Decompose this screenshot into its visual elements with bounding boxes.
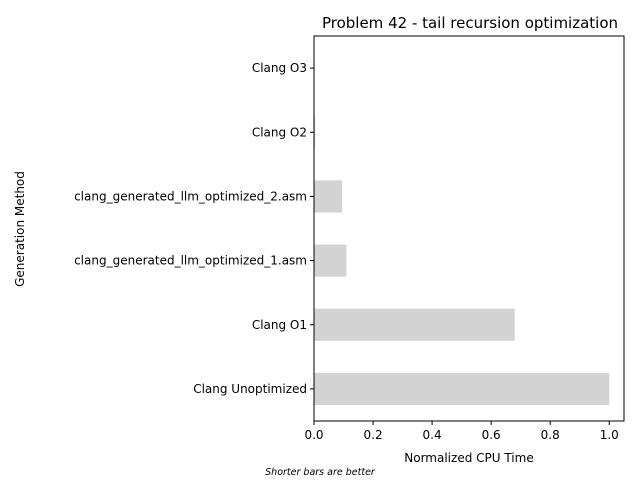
y-tick-label: Clang Unoptimized [193,382,307,396]
y-tick-label: Clang O3 [252,61,307,75]
x-tick-label: 0.8 [541,428,560,442]
x-tick-label: 0.0 [304,428,323,442]
plot-frame [313,35,625,422]
y-tick-label: clang_generated_llm_optimized_1.asm [74,254,307,268]
bar [314,116,316,149]
bar [314,372,610,405]
bar [314,244,347,277]
y-axis-label: Generation Method [13,171,27,287]
x-tick-label: 0.6 [482,428,501,442]
chart-title: Problem 42 - tail recursion optimization [322,14,618,32]
footnote: Shorter bars are better [265,467,376,478]
bar [314,308,515,341]
x-tick-label: 1.0 [600,428,619,442]
y-tick-label: Clang O1 [252,318,307,332]
y-axis-ticks: Clang Unoptimized Clang O1 clang_generated… [74,61,314,396]
x-tick-label: 0.2 [364,428,383,442]
x-axis-label: Normalized CPU Time [404,451,533,465]
bars-group [314,52,610,405]
y-tick-label: Clang O2 [252,125,307,139]
x-tick-label: 0.4 [423,428,442,442]
bar [314,180,343,213]
y-tick-label: clang_generated_llm_optimized_2.asm [74,189,307,203]
x-axis-ticks: 0.0 0.2 0.4 0.6 0.8 1.0 [304,421,619,442]
